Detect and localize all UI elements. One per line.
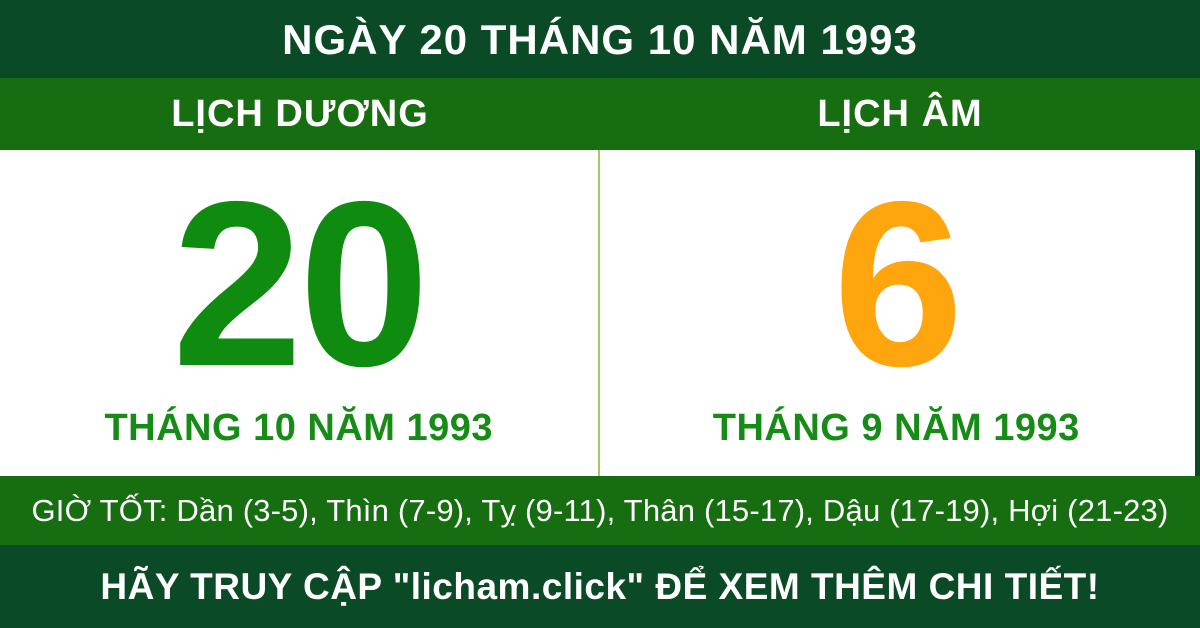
footer-bar: HÃY TRUY CẬP "licham.click" ĐỂ XEM THÊM … (0, 545, 1200, 628)
date-title-bar: NGÀY 20 THÁNG 10 NĂM 1993 (0, 0, 1200, 78)
lunar-month-year: THÁNG 9 NĂM 1993 (712, 406, 1080, 449)
tab-solar-calendar: LỊCH DƯƠNG (0, 78, 600, 150)
solar-month-year: THÁNG 10 NĂM 1993 (104, 406, 494, 449)
lunar-calendar-label: LỊCH ÂM (817, 92, 983, 135)
tab-lunar-calendar: LỊCH ÂM (600, 78, 1200, 150)
solar-day-number: 20 (172, 152, 429, 416)
lunar-panel: 6 THÁNG 9 NĂM 1993 (598, 150, 1196, 476)
date-title: NGÀY 20 THÁNG 10 NĂM 1993 (282, 16, 918, 63)
footer-call-to-action: HÃY TRUY CẬP "licham.click" ĐỂ XEM THÊM … (100, 565, 1100, 607)
solar-panel: 20 THÁNG 10 NĂM 1993 (0, 150, 598, 476)
calendar-body: 20 THÁNG 10 NĂM 1993 6 THÁNG 9 NĂM 1993 (0, 150, 1200, 476)
panel-divider (598, 150, 600, 476)
good-hours-text: GIỜ TỐT: Dần (3-5), Thìn (7-9), Tỵ (9-11… (31, 492, 1169, 528)
good-hours-bar: GIỜ TỐT: Dần (3-5), Thìn (7-9), Tỵ (9-11… (0, 476, 1200, 545)
calendar-type-header: LỊCH DƯƠNG LỊCH ÂM (0, 78, 1200, 150)
lunar-day-number: 6 (832, 152, 964, 416)
solar-calendar-label: LỊCH DƯƠNG (171, 92, 429, 135)
